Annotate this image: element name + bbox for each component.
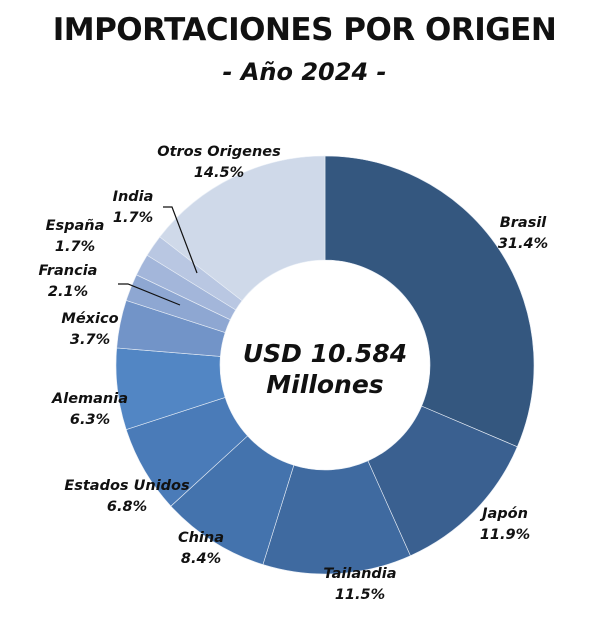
- slice-brasil: [324, 155, 535, 448]
- label-name: España: [46, 218, 105, 234]
- center-label-line2: Millones: [266, 370, 383, 399]
- label-value: 31.4%: [498, 236, 548, 252]
- label-name: Tailandia: [323, 566, 396, 582]
- label-value: 6.3%: [70, 412, 110, 428]
- center-label-line1: USD 10.584: [243, 339, 407, 368]
- label-name: Estados Unidos: [64, 478, 190, 494]
- label-name: Brasil: [500, 215, 548, 231]
- label-name: Francia: [39, 263, 98, 279]
- label-value: 8.4%: [181, 551, 221, 567]
- label-value: 3.7%: [70, 332, 110, 348]
- label-name: Otros Origenes: [157, 144, 281, 160]
- slice-otros-origenes: [159, 155, 326, 302]
- chart-subtitle: - Año 2024 -: [222, 58, 387, 86]
- label-name: México: [61, 311, 118, 327]
- label-name: China: [178, 530, 224, 546]
- label-value: 6.8%: [107, 499, 147, 515]
- label-name: Japón: [479, 506, 528, 522]
- label-name: Alemania: [51, 391, 128, 407]
- leader-line: [163, 206, 198, 274]
- label-value: 2.1%: [48, 284, 88, 300]
- label-value: 1.7%: [55, 239, 95, 255]
- label-value: 14.5%: [194, 165, 244, 181]
- label-value: 11.9%: [480, 527, 530, 543]
- label-value: 11.5%: [335, 587, 385, 603]
- chart-title: IMPORTACIONES POR ORIGEN: [52, 12, 557, 48]
- leader-line: [118, 283, 181, 306]
- label-name: India: [113, 189, 154, 205]
- label-value: 1.7%: [113, 210, 153, 226]
